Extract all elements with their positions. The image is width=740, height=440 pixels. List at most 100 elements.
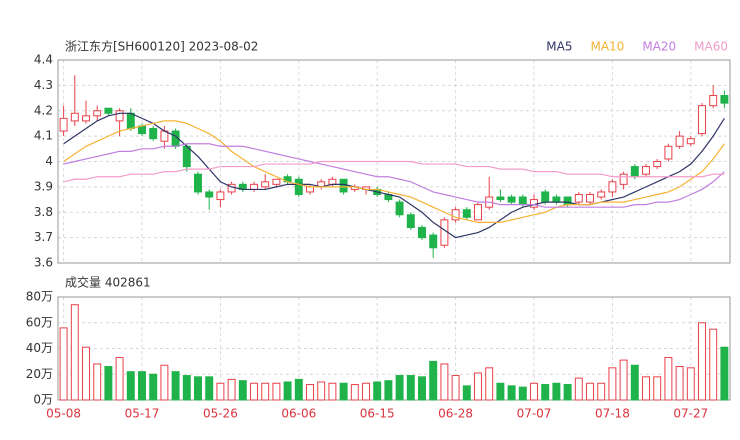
volume-bar xyxy=(586,382,594,401)
volume-bar xyxy=(272,382,281,401)
candle-body xyxy=(541,191,550,203)
volume-bar xyxy=(216,382,225,401)
volume-bar xyxy=(720,346,729,401)
y-tick-label: 40万 xyxy=(26,341,53,355)
candle-body xyxy=(59,117,68,132)
volume-bar xyxy=(518,386,527,401)
candle-body xyxy=(294,178,303,195)
candle-body xyxy=(653,161,662,168)
volume-bar xyxy=(698,322,706,401)
candle-body xyxy=(608,181,617,193)
candle-body xyxy=(675,135,684,147)
y-tick-label: 3.9 xyxy=(34,179,53,193)
volume-bar xyxy=(619,359,628,401)
volume-bar xyxy=(70,304,79,401)
x-tick-label: 05-26 xyxy=(203,407,238,421)
x-tick-label: 05-08 xyxy=(46,407,81,421)
volume-bar xyxy=(574,377,583,401)
candle-body xyxy=(149,128,158,140)
candle-body xyxy=(429,234,438,249)
x-tick-label: 05-17 xyxy=(125,407,160,421)
candle-body xyxy=(720,95,729,104)
plot-frame xyxy=(57,59,731,264)
volume-bar xyxy=(373,381,382,401)
volume-bar xyxy=(597,382,606,401)
legend-entry: MA20 xyxy=(642,40,676,54)
x-tick-label: 07-18 xyxy=(595,407,630,421)
volume-bar xyxy=(328,382,337,401)
volume-bar xyxy=(261,382,270,401)
candle-body xyxy=(418,226,426,239)
volume-bar xyxy=(205,376,214,401)
candle-body xyxy=(395,201,404,216)
candle-body xyxy=(552,196,561,203)
legend-entry: MA10 xyxy=(590,40,624,54)
volume-bar xyxy=(630,364,639,401)
plot-frame xyxy=(57,296,731,401)
candle-body xyxy=(328,178,337,185)
volume-bar xyxy=(474,372,482,401)
y-tick-label: 4.4 xyxy=(34,53,53,67)
volume-bar xyxy=(227,378,236,401)
candle-body xyxy=(563,196,572,206)
ma-line xyxy=(63,143,725,208)
x-tick-label: 07-27 xyxy=(673,407,708,421)
volume-bar xyxy=(250,382,258,401)
y-tick-label: 4.3 xyxy=(34,78,53,92)
candle-body xyxy=(619,173,628,185)
candle-body xyxy=(306,186,314,193)
volume-bar xyxy=(653,376,662,401)
volume-bar xyxy=(182,375,191,401)
volume-bar xyxy=(294,378,303,401)
volume-bar xyxy=(362,382,370,401)
candle-body xyxy=(216,191,225,201)
candle-body xyxy=(574,193,583,203)
candle-body xyxy=(597,191,606,198)
volume-bar xyxy=(317,381,326,401)
legend-entry: MA5 xyxy=(546,40,572,54)
volume-bar xyxy=(384,380,393,401)
volume-bar xyxy=(194,376,202,401)
volume-bar xyxy=(406,375,415,401)
y-tick-label: 4.2 xyxy=(34,103,53,117)
volume-bar xyxy=(82,346,90,401)
volume-bar xyxy=(675,366,684,401)
volume-bar xyxy=(664,357,673,401)
candle-body xyxy=(70,112,79,122)
ma-line xyxy=(63,160,725,183)
volume-bar xyxy=(283,381,292,401)
candle-body xyxy=(261,181,270,188)
candle-body xyxy=(194,173,202,193)
candle-body xyxy=(664,145,673,160)
candle-body xyxy=(496,196,505,201)
volume-bar xyxy=(306,384,314,401)
candle-body xyxy=(406,214,415,228)
volume-bar xyxy=(462,385,471,401)
volume-bar xyxy=(59,327,68,401)
candle-body xyxy=(586,193,594,203)
volume-bar xyxy=(104,366,113,401)
candle-body xyxy=(642,166,650,175)
y-tick-label: 80万 xyxy=(26,290,53,304)
volume-bar xyxy=(171,371,180,401)
candle-body xyxy=(82,115,90,122)
candle-body xyxy=(115,110,124,122)
volume-bar xyxy=(552,382,561,401)
candle-body xyxy=(182,145,191,168)
volume-bar xyxy=(496,382,505,401)
x-tick-label: 07-07 xyxy=(517,407,552,421)
volume-bar xyxy=(238,380,247,401)
volume-bar xyxy=(138,371,146,401)
volume-bar xyxy=(608,367,617,401)
volume-bar xyxy=(160,364,169,401)
candle-body xyxy=(104,107,113,114)
volume-bar xyxy=(541,384,550,401)
volume-bar xyxy=(451,375,460,401)
volume-bar xyxy=(686,367,695,401)
candle-body xyxy=(339,178,348,193)
volume-bar xyxy=(530,382,538,401)
x-tick-label: 06-28 xyxy=(438,407,473,421)
candle-body xyxy=(451,209,460,221)
volume-bar xyxy=(429,360,438,401)
